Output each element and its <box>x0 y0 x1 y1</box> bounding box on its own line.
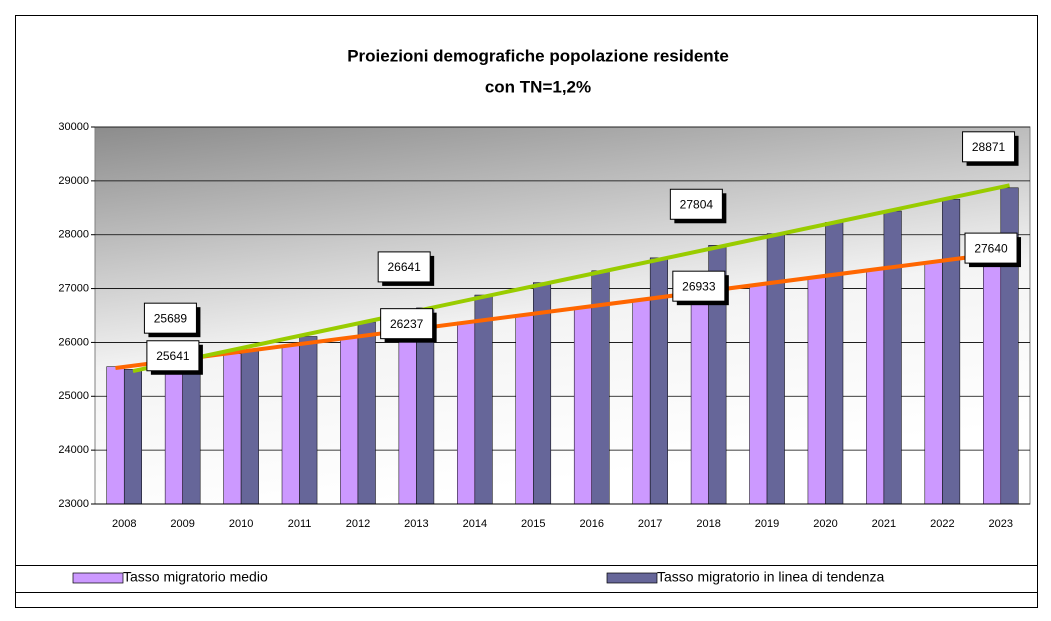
data-label: 25641 <box>156 349 190 363</box>
bar <box>357 321 376 505</box>
label-box <box>672 270 726 302</box>
x-tick-label: 2018 <box>696 518 720 530</box>
x-tick-label: 2023 <box>989 518 1013 530</box>
bar <box>825 222 844 505</box>
bar <box>299 336 318 505</box>
x-tick-label: 2016 <box>579 518 603 530</box>
legend-swatch <box>606 572 658 584</box>
trend-line <box>132 183 1010 374</box>
x-tick-label: 2021 <box>872 518 896 530</box>
trend-line <box>115 252 993 370</box>
x-tick-label: 2008 <box>112 518 136 530</box>
y-tick-label: 26000 <box>58 336 89 348</box>
x-tick-label: 2022 <box>930 518 954 530</box>
bar <box>883 210 902 505</box>
x-tick-label: 2012 <box>346 518 370 530</box>
label-box <box>146 340 200 372</box>
legend-label: Tasso migratorio in linea di tendenza <box>657 569 884 585</box>
bar <box>690 291 709 505</box>
x-tick-label: 2020 <box>813 518 837 530</box>
label-box <box>964 232 1018 264</box>
data-label: 26933 <box>682 279 716 293</box>
bar <box>766 233 785 505</box>
label-box <box>377 251 431 283</box>
label-box <box>380 308 434 340</box>
bar <box>749 284 768 505</box>
legend-swatch <box>72 572 124 584</box>
bar <box>533 282 552 505</box>
x-tick-label: 2009 <box>170 518 194 530</box>
bar <box>106 366 125 505</box>
x-tick-label: 2010 <box>229 518 253 530</box>
y-tick-label: 30000 <box>58 121 89 133</box>
data-label: 27640 <box>974 241 1008 255</box>
bar <box>515 314 534 505</box>
bar <box>457 321 476 505</box>
label-box <box>962 131 1016 163</box>
chart-title: Proiezioni demografiche popolazione resi… <box>347 46 729 65</box>
y-tick-label: 29000 <box>58 175 89 187</box>
legend-label: Tasso migratorio medio <box>123 569 268 585</box>
bar <box>340 337 359 505</box>
bar <box>942 198 961 505</box>
bar <box>223 353 242 505</box>
y-tick-label: 24000 <box>58 444 89 456</box>
data-label: 26641 <box>387 260 421 274</box>
x-tick-label: 2015 <box>521 518 545 530</box>
data-label: 28871 <box>972 140 1006 154</box>
bar <box>398 329 417 505</box>
label-box <box>669 188 723 220</box>
bar <box>866 269 885 505</box>
label-box <box>143 302 197 334</box>
bar <box>573 306 592 505</box>
bar <box>983 253 1002 505</box>
bar <box>164 361 183 505</box>
y-tick-label: 27000 <box>58 282 89 294</box>
x-tick-label: 2019 <box>755 518 779 530</box>
chart-subtitle: con TN=1,2% <box>485 77 591 96</box>
x-tick-label: 2013 <box>404 518 428 530</box>
bar <box>240 350 259 505</box>
data-label: 26237 <box>390 317 424 331</box>
bar <box>281 345 300 505</box>
data-label: 27804 <box>680 197 714 211</box>
y-tick-label: 25000 <box>58 390 89 402</box>
bar <box>182 358 201 505</box>
x-tick-label: 2011 <box>288 518 312 530</box>
y-tick-label: 23000 <box>58 498 89 510</box>
bar <box>123 369 142 505</box>
y-tick-label: 28000 <box>58 229 89 241</box>
x-tick-label: 2017 <box>638 518 662 530</box>
bar <box>474 294 493 505</box>
bar <box>807 277 826 505</box>
data-label: 25689 <box>154 311 188 325</box>
bar <box>924 261 943 505</box>
x-tick-label: 2014 <box>463 518 487 530</box>
bar <box>632 299 651 505</box>
